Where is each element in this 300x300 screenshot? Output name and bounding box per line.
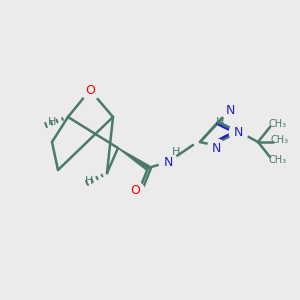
Text: N: N: [163, 155, 173, 169]
Text: CH₃: CH₃: [269, 119, 287, 129]
Text: N: N: [233, 125, 243, 139]
Text: N: N: [225, 103, 235, 116]
Text: H: H: [48, 117, 56, 127]
Text: H: H: [172, 147, 180, 157]
Polygon shape: [118, 148, 149, 170]
Text: O: O: [130, 184, 140, 197]
Text: H: H: [216, 117, 224, 127]
Text: N: N: [211, 142, 221, 154]
Text: CH₃: CH₃: [271, 135, 289, 145]
Text: H: H: [85, 176, 93, 186]
Text: CH₃: CH₃: [269, 155, 287, 165]
Text: O: O: [85, 83, 95, 97]
